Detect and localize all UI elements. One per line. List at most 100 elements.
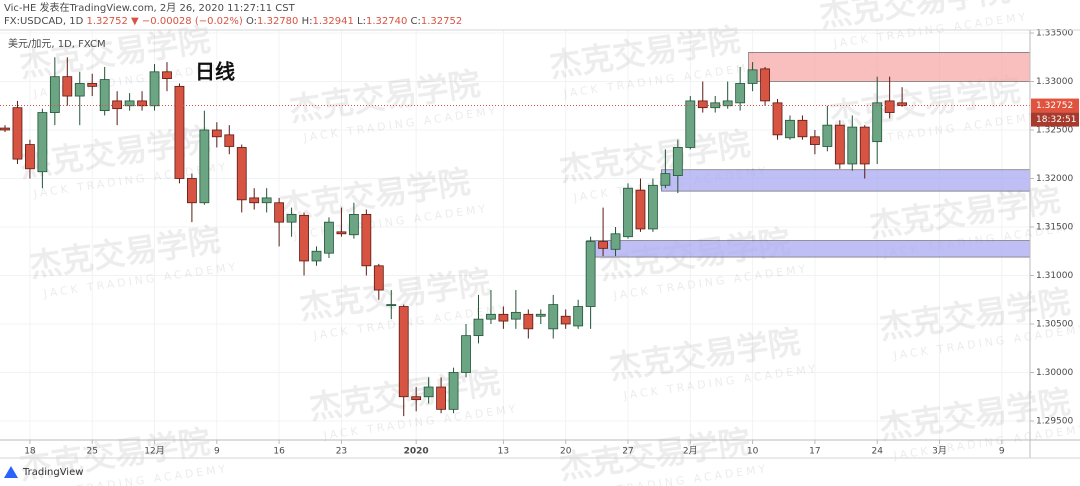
candle-body: [498, 313, 509, 322]
candle-body: [560, 315, 571, 325]
header-line: Vic-HE 发表在TradingView.com, 2月 26, 2020 1…: [4, 1, 296, 14]
candle-body: [261, 197, 272, 204]
y-tick-label: 1.32000: [1036, 174, 1073, 184]
candle-body: [249, 197, 260, 204]
candle-body: [361, 213, 372, 267]
candle-body: [573, 306, 584, 327]
candle-body: [224, 134, 235, 147]
candle-body: [672, 147, 683, 176]
candle-body: [598, 241, 608, 249]
candle-body: [523, 313, 534, 330]
candle-body: [37, 112, 48, 173]
candle-body: [236, 147, 247, 201]
candle-body: [822, 124, 833, 147]
x-tick-label: 13: [498, 447, 509, 457]
y-tick-label: 1.30000: [1036, 368, 1073, 378]
header-ohlc: FX:USDCAD, 1D 1.32752 ▼ −0.00028 (−0.02%…: [4, 16, 462, 27]
candle-body: [87, 83, 98, 87]
candle-body: [49, 76, 60, 113]
candle-body: [585, 241, 596, 307]
candle-body: [872, 102, 883, 143]
x-tick-label: 12月: [144, 446, 164, 457]
candle-body: [772, 102, 783, 136]
candle-body: [834, 124, 845, 165]
candle-body: [398, 306, 409, 398]
candle-body: [336, 231, 347, 235]
candle-body: [373, 265, 384, 291]
candle-body: [211, 129, 222, 138]
ohlc-label: O:: [246, 16, 257, 27]
x-tick-label: 23: [336, 447, 347, 457]
legend: 美元/加元, 1D, FXCM: [8, 37, 106, 50]
candle-body: [386, 304, 397, 306]
candle-body: [149, 71, 160, 107]
candle-body: [747, 69, 758, 84]
change: −0.00028 (−0.02%): [142, 16, 243, 27]
candle-body: [186, 178, 197, 204]
candle-body: [897, 102, 908, 106]
x-tick-label: 27: [622, 447, 633, 457]
candle-body: [635, 189, 646, 230]
x-tick-label: 2月: [683, 446, 698, 457]
ohlc-value: 1.32941: [312, 16, 353, 27]
candle-body: [112, 100, 123, 110]
candle-body: [548, 304, 559, 330]
ohlc-label: C:: [411, 16, 421, 27]
candle-body: [411, 396, 422, 401]
candle-body: [162, 71, 172, 79]
ohlc-label: H:: [302, 16, 313, 27]
candle-body: [199, 129, 210, 204]
candle-body: [311, 250, 322, 262]
axes: 1.33500 1.33000 1.32500 1.32000 1.31500 1.310…: [0, 29, 1079, 457]
candle-body: [685, 100, 696, 148]
x-tick-label: 9: [999, 447, 1005, 457]
x-tick-label: 10: [747, 447, 759, 457]
candle-body: [884, 100, 895, 113]
zone: [661, 169, 1030, 192]
logo-icon: [4, 466, 18, 478]
x-tick-label: 18: [24, 447, 36, 457]
brand-logo: TradingView: [4, 466, 83, 478]
candle-body: [859, 126, 870, 165]
candle-body: [448, 372, 459, 410]
candle-body: [436, 386, 447, 410]
y-tick-label: 1.31500: [1036, 222, 1073, 232]
candle-body: [348, 213, 359, 236]
candle-body: [697, 100, 708, 109]
x-tick-label: 2020: [404, 447, 429, 457]
candles: [0, 57, 908, 417]
ohlc-label: L:: [357, 16, 366, 27]
candle-body: [486, 313, 496, 320]
candle-body: [299, 214, 309, 262]
y-tick-label: 1.33000: [1036, 77, 1073, 87]
ohlc-value: 1.32780: [257, 16, 298, 27]
countdown: 18:32:51: [1036, 115, 1076, 125]
brand: TradingView: [22, 467, 83, 478]
candle-body: [124, 100, 135, 107]
candle-body: [847, 126, 858, 165]
candle-body: [274, 202, 285, 223]
candle-body: [510, 311, 521, 320]
candle-body: [710, 102, 721, 109]
arrow: ▼: [131, 16, 139, 27]
symbol: FX:USDCAD, 1D: [4, 16, 84, 27]
candle-body: [785, 119, 795, 139]
x-tick-label: 25: [86, 447, 97, 457]
y-tick-label: 1.32500: [1036, 126, 1073, 136]
y-tick-label: 1.31000: [1036, 271, 1073, 281]
candle-body: [62, 76, 73, 97]
candle-body: [12, 107, 23, 160]
candle-body: [797, 119, 808, 138]
candle-body: [610, 233, 621, 250]
candle-body: [648, 184, 658, 230]
candle-body: [461, 335, 471, 373]
candle-body: [735, 83, 746, 104]
candle-body: [25, 144, 35, 170]
y-tick-label: 1.33500: [1036, 29, 1073, 39]
x-tick-label: 16: [273, 447, 285, 457]
x-tick-label: 3月: [932, 446, 947, 457]
last: 1.32752: [86, 16, 127, 27]
candle-body: [473, 318, 484, 337]
candle-body: [99, 79, 110, 112]
